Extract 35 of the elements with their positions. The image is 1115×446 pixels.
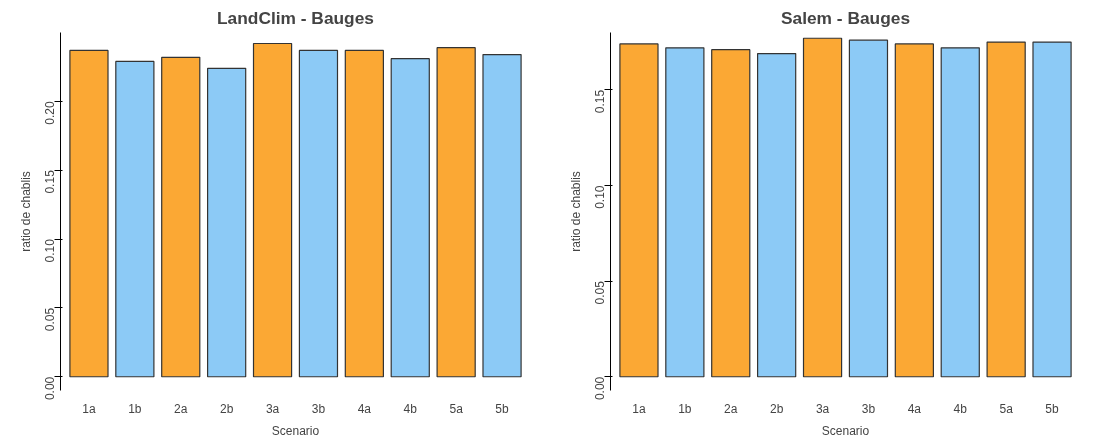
x-tick-label: 1a [82, 401, 96, 416]
x-tick-label: 4a [907, 401, 922, 416]
chart-title: LandClim - Bauges [217, 7, 374, 28]
x-tick-label: 3b [861, 401, 876, 416]
y-tick-label: 0.15 [43, 169, 57, 194]
y-tick-label: 0.00 [43, 376, 57, 401]
x-tick-label: 5a [449, 401, 464, 416]
x-tick-label: 3a [265, 401, 280, 416]
x-tick-label: 2a [724, 401, 738, 416]
y-axis-title: ratio de chablis [18, 171, 33, 252]
x-tick-label: 3b [311, 401, 326, 416]
y-tick-label: 0.20 [43, 101, 57, 125]
x-tick-label: 2a [174, 401, 188, 416]
y-tick-label: 0.05 [593, 280, 607, 305]
y-tick-label: 0.05 [43, 307, 57, 332]
x-tick-label: 4a [357, 401, 372, 416]
x-tick-label: 3a [815, 401, 830, 416]
x-tick-label: 1b [678, 401, 692, 416]
x-tick-label: 4b [953, 401, 968, 416]
x-tick-label: 2b [769, 401, 784, 416]
chart-title: Salem - Bauges [780, 7, 911, 28]
y-tick-label: 0.10 [593, 185, 607, 209]
x-axis-title: Scenario [271, 423, 320, 438]
x-axis-title: Scenario [821, 423, 870, 438]
y-tick-label: 0.15 [593, 89, 607, 114]
y-axis-title: ratio de chablis [568, 171, 583, 252]
x-tick-label: 5a [999, 401, 1014, 416]
x-tick-label: 5b [495, 401, 510, 416]
y-tick-label: 0.00 [593, 376, 607, 401]
x-tick-label: 5b [1045, 401, 1060, 416]
y-tick-label: 0.10 [43, 238, 57, 263]
x-tick-label: 4b [403, 401, 418, 416]
x-tick-label: 2b [219, 401, 234, 416]
x-tick-label: 1a [632, 401, 646, 416]
x-tick-label: 1b [128, 401, 142, 416]
